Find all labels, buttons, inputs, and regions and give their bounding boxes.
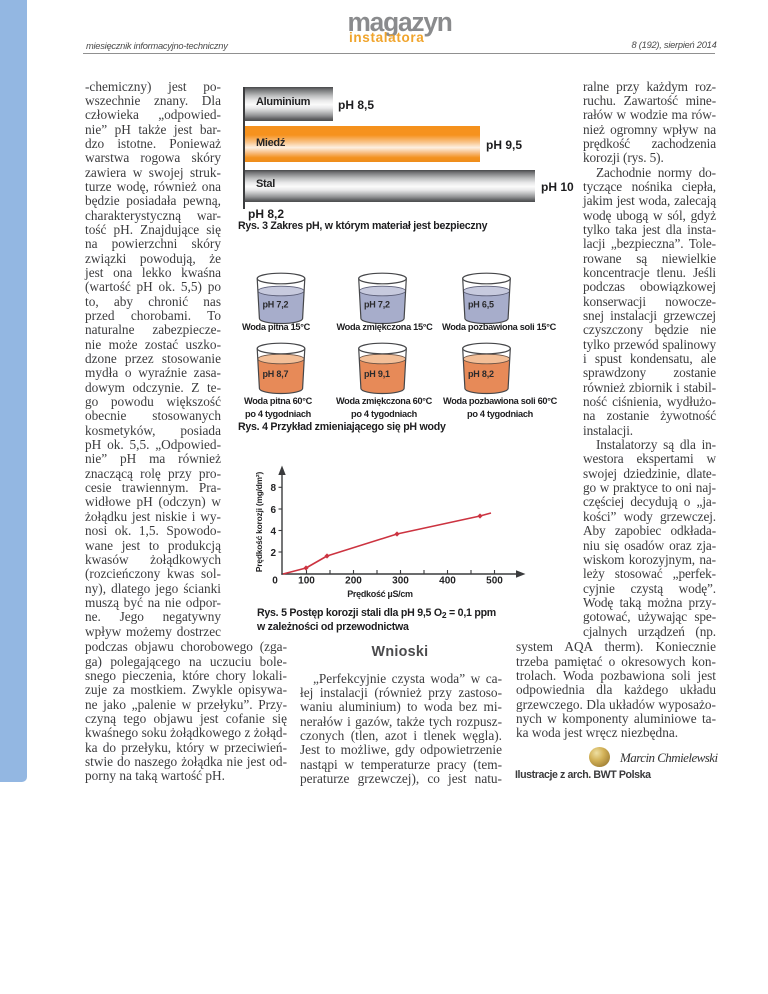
svg-text:100: 100 xyxy=(298,576,315,587)
svg-text:Prędkość korozji (mg/dm²): Prędkość korozji (mg/dm²) xyxy=(254,472,264,573)
svg-text:pH 9,1: pH 9,1 xyxy=(364,369,390,379)
svg-text:500: 500 xyxy=(486,576,503,587)
svg-text:pH 8,2: pH 8,2 xyxy=(468,369,494,379)
svg-text:200: 200 xyxy=(345,576,362,587)
svg-text:8: 8 xyxy=(270,483,276,494)
svg-text:pH 7,2: pH 7,2 xyxy=(263,300,289,310)
svg-text:pH 8,7: pH 8,7 xyxy=(263,369,289,379)
svg-text:4: 4 xyxy=(270,526,276,537)
svg-text:2: 2 xyxy=(270,548,276,559)
svg-text:0: 0 xyxy=(272,576,278,587)
svg-text:300: 300 xyxy=(392,576,409,587)
svg-text:400: 400 xyxy=(439,576,456,587)
svg-text:Prędkość µS/cm: Prędkość µS/cm xyxy=(347,589,413,599)
svg-text:pH 7,2: pH 7,2 xyxy=(364,300,390,310)
svg-text:pH 6,5: pH 6,5 xyxy=(468,300,494,310)
svg-text:6: 6 xyxy=(270,505,276,516)
